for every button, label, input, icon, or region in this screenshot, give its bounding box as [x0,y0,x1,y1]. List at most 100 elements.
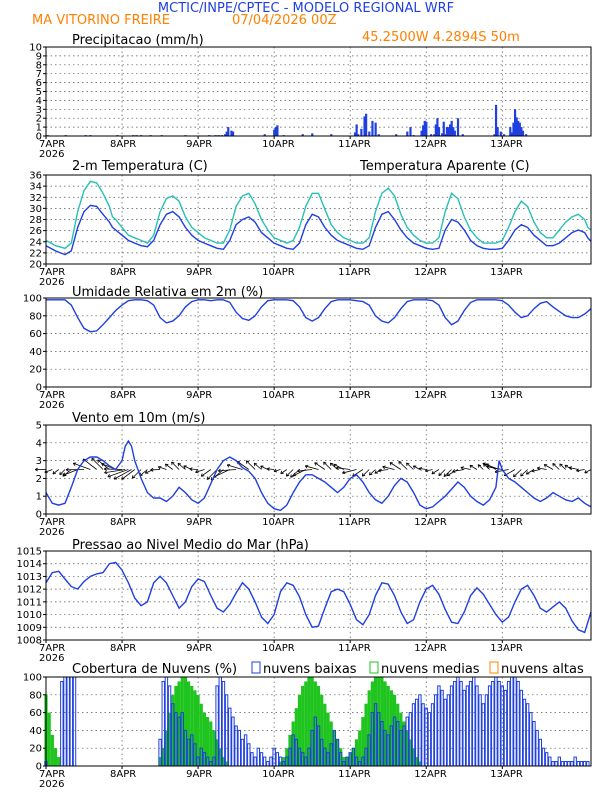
wind-arrow-head [329,462,334,467]
wind-arrow-head [59,471,63,476]
cloud-low-bar [66,676,70,767]
y-tick-label: 40 [29,726,42,737]
cloud-mid-bar [351,748,355,766]
wind-arrow [189,468,199,470]
y-tick-label: 1009 [17,623,42,634]
wind-arrow-head [292,472,297,477]
wind-arrow-head [297,468,301,473]
precip-bar [357,134,360,136]
cloud-low-bar [234,725,238,767]
wind-arrow-head [452,469,456,473]
y-tick-label: 100 [23,294,42,305]
cloud-mid-bar [291,721,295,766]
cloud-low-bar [503,689,508,767]
y-tick-label: 30 [29,204,42,215]
cloud-low-bar [434,694,438,767]
wind-arrow [273,469,281,472]
header-coords: 45.2500W 4.2894S 50m [362,30,520,45]
x-tick-label: 7APR [39,139,65,150]
precip-bar [513,109,517,136]
wind-arrow-head [103,467,107,471]
cloud-mid-bar [415,757,419,766]
wind-arrow-head [424,468,429,473]
cloud-mid-bar [209,721,213,766]
precip-bar [406,131,409,136]
x-tick-label: 13APR [490,390,523,401]
wind-arrow [431,469,440,475]
year-label: 2026 [39,653,64,664]
precip-bar [409,127,412,136]
wind-arrow [280,469,288,475]
x-tick-label: 7APR [39,517,65,528]
cloud-low-bar [424,707,428,767]
header-title: MCTIC/INPE/CPTEC - MODELO REGIONAL WRF [158,1,454,16]
x-tick-label: 8APR [110,643,136,654]
cloud-low-bar [440,689,444,767]
cloud-low-bar [532,721,536,767]
precip-bar [496,127,499,136]
clouds-bars [44,676,590,767]
precip-bar [377,134,380,136]
wind-arrow-head [260,465,264,469]
cloud-low-bar [247,743,251,767]
precip-bar [442,121,445,136]
x-tick-label: 12APR [414,517,447,528]
wind-arrow-head [266,467,270,471]
precip-bar [518,122,521,136]
cloud-mid-bar [345,757,349,766]
precip-bar [311,133,314,136]
wind-arrow-head [513,473,517,478]
precip-bar [521,130,525,136]
wind-arrow [559,463,566,470]
humidity-frame [45,297,592,388]
year-label: 2026 [39,277,64,288]
wind-arrow [513,469,522,478]
y-tick-label: 4 [36,438,42,449]
precip-bar [227,127,230,136]
precip-bar [420,130,423,136]
wind-arrow [486,466,503,470]
wind-arrow [132,469,142,479]
wind-arrow-head [564,464,569,469]
wind-arrow-head [63,472,67,476]
precip-bar [330,134,333,136]
y-tick-label: 1008 [17,636,42,647]
wind-arrow-head [369,472,373,476]
wind-arrow-head [91,457,95,462]
wind-arrow-head [72,462,77,466]
cloud-mid-bar [373,677,378,766]
wind-arrow-head [290,474,294,478]
wind-arrow-head [443,473,448,477]
wind-arrow-head [280,470,284,475]
x-tick-label: 10APR [262,139,295,150]
cloud-low-bar [237,729,241,767]
cloud-mid-bar [364,703,368,766]
x-tick-label: 9APR [186,643,212,654]
temperature-line [45,204,592,256]
x-tick-label: 8APR [110,267,136,278]
wind-arrow [195,469,205,473]
cloud-mid-bar [158,757,162,766]
x-tick-label: 11APR [338,267,371,278]
precip-bar [445,127,449,136]
wind-arrow [568,467,579,470]
wind-arrow-head [131,475,136,479]
cloud-mid-bar [399,712,403,766]
wind-frame [45,424,592,515]
cloud-low-bar [487,685,492,767]
wind-arrow-head [101,463,105,467]
cloud-low-bar [573,756,577,767]
cloud-mid-bar [186,681,191,766]
precip-bar [447,127,450,136]
cloud-mid-bar [396,703,400,766]
cloud-mid-bar [307,677,311,766]
cloud-mid-bar [389,690,393,766]
wind-arrow [236,460,250,470]
wind-arrow-head [584,470,588,474]
legend-high-label: nuvens altas [501,662,584,677]
cloud-low-bar [519,689,523,767]
temp-title: 2-m Temperatura (C) [72,159,208,174]
precip-bar [517,120,520,136]
cloud-low-bar [266,761,270,767]
